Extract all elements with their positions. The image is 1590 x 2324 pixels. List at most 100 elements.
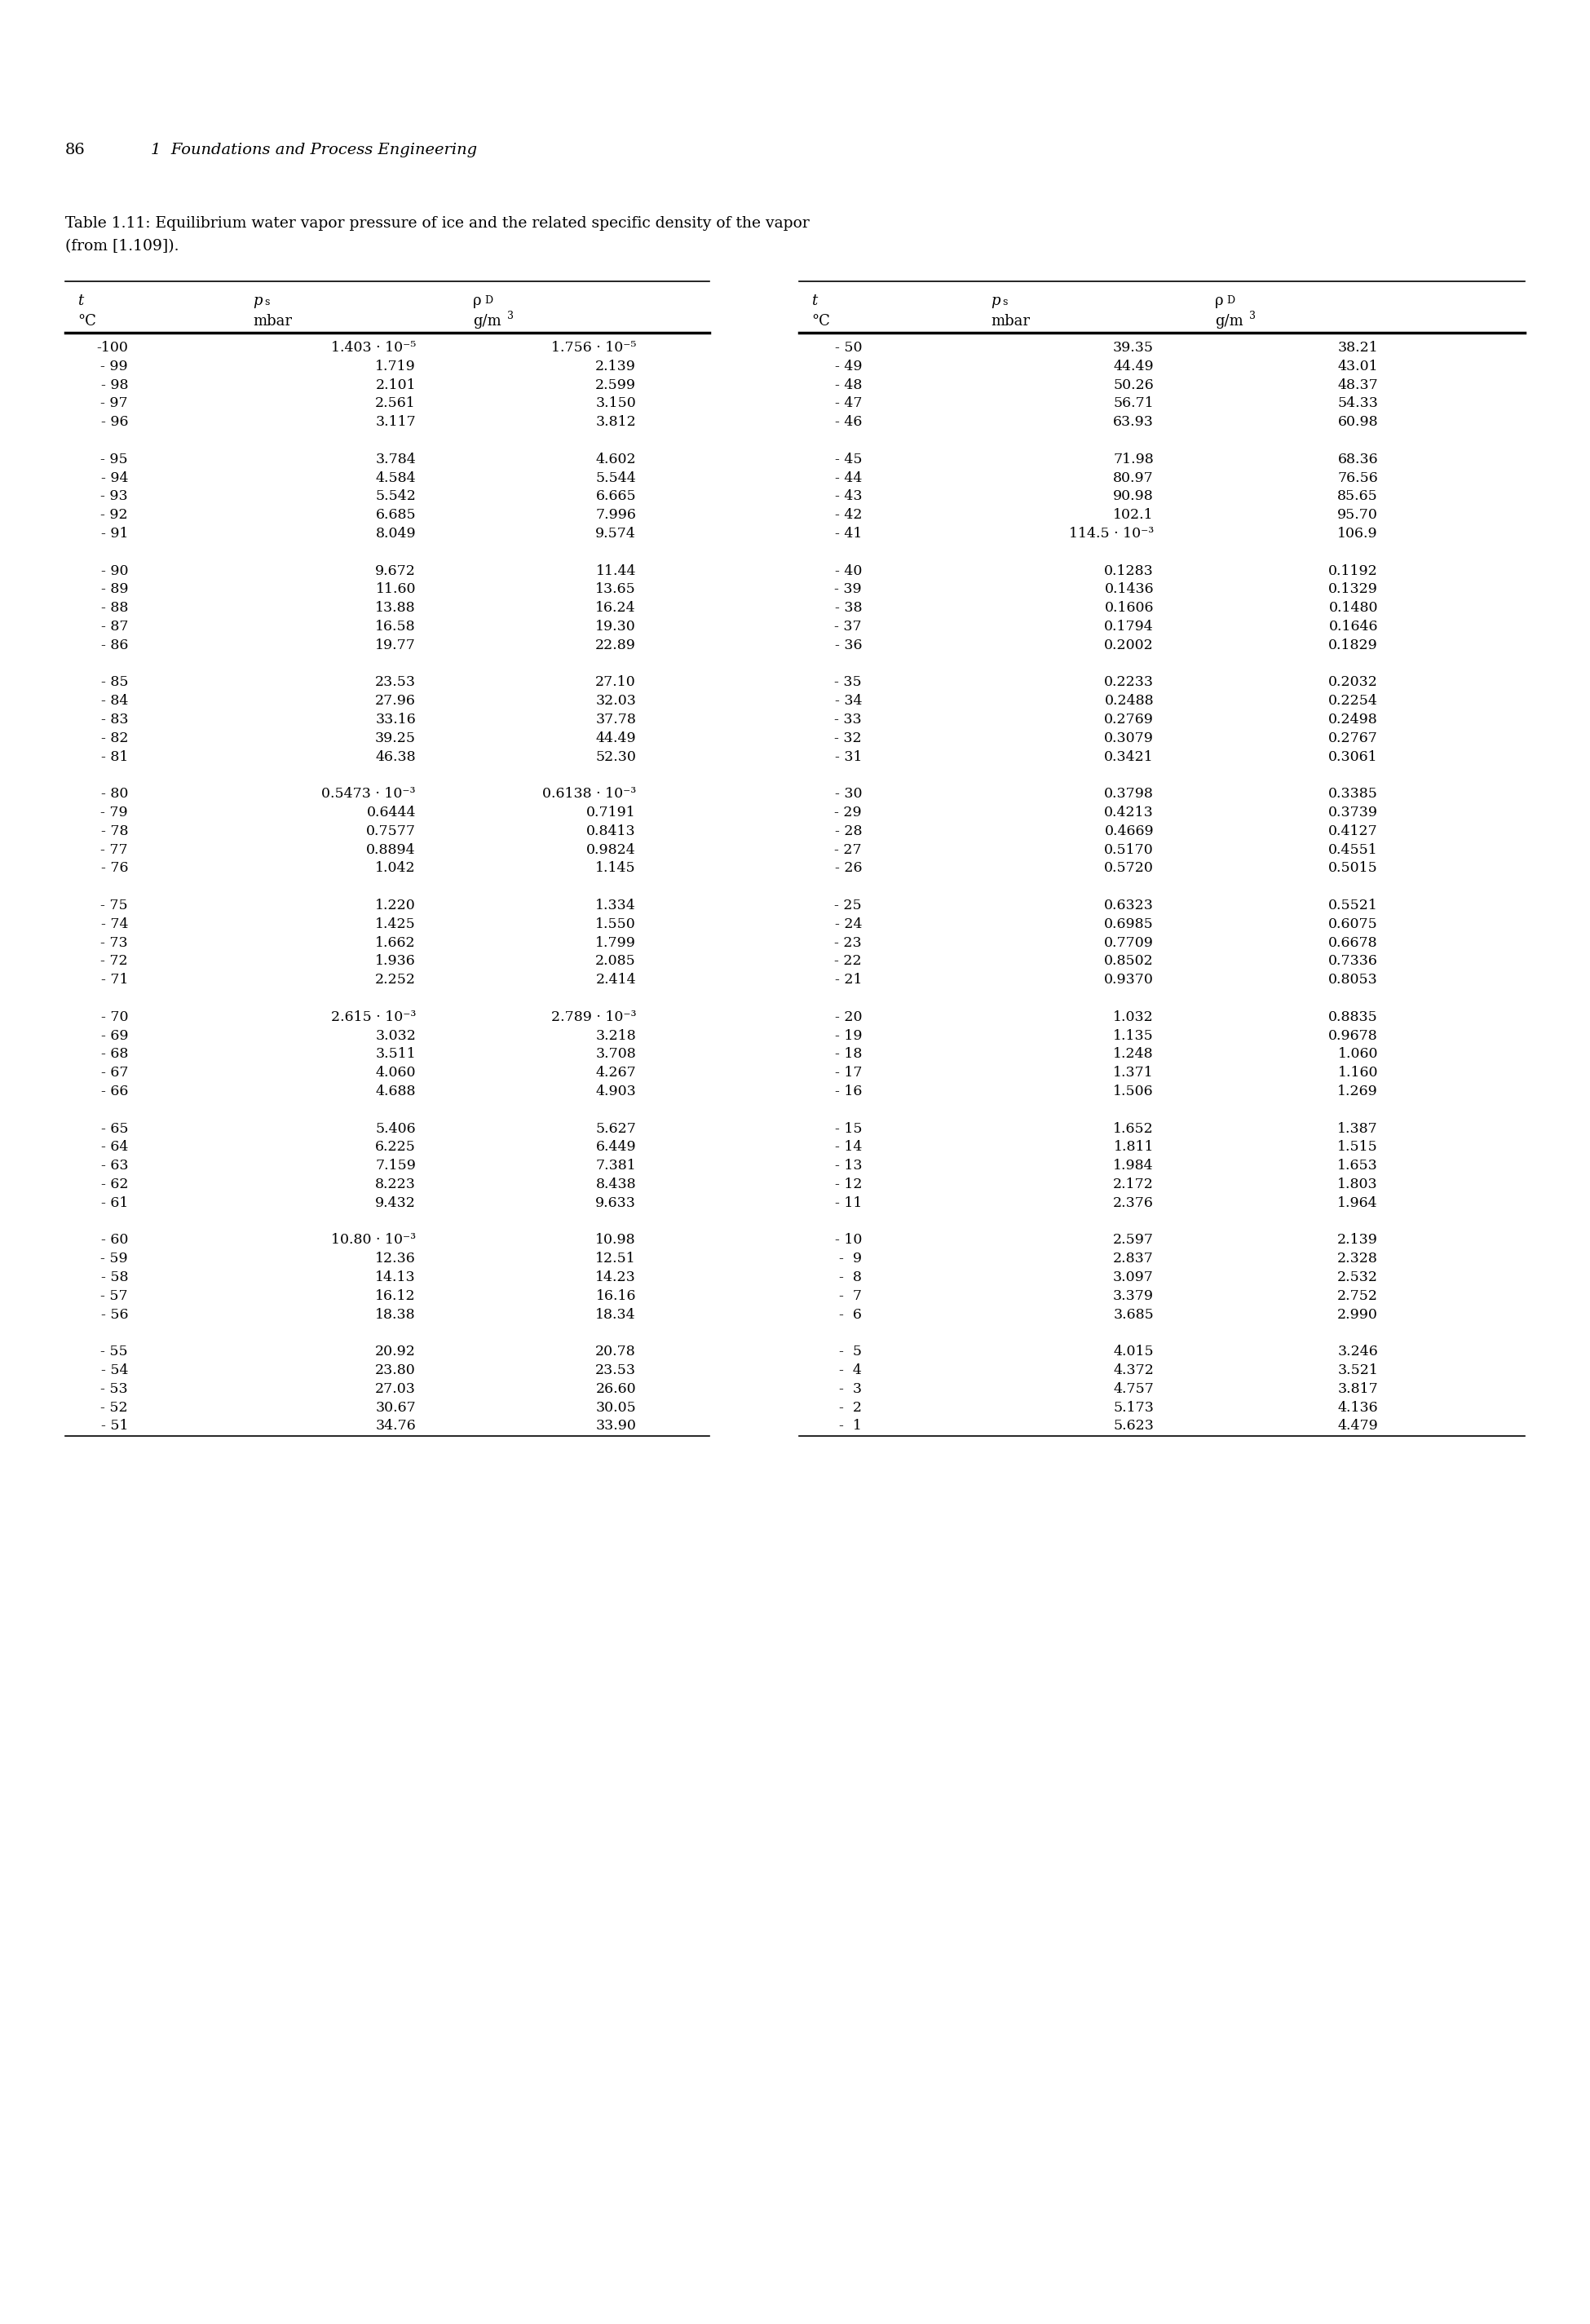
Text: - 77: - 77 (100, 844, 129, 858)
Text: - 60: - 60 (100, 1234, 129, 1248)
Text: 0.5015: 0.5015 (1329, 862, 1379, 876)
Text: - 27: - 27 (835, 844, 862, 858)
Text: - 30: - 30 (835, 788, 862, 802)
Text: - 50: - 50 (835, 342, 862, 356)
Text: - 93: - 93 (100, 490, 129, 504)
Text: 20.92: 20.92 (375, 1346, 417, 1360)
Text: 3.379: 3.379 (1113, 1290, 1154, 1304)
Text: - 64: - 64 (100, 1141, 129, 1155)
Text: 1.248: 1.248 (1113, 1048, 1154, 1062)
Text: 5.542: 5.542 (375, 490, 417, 504)
Text: 0.9370: 0.9370 (1103, 974, 1154, 988)
Text: (from [1.109]).: (from [1.109]). (65, 239, 180, 253)
Text: 90.98: 90.98 (1113, 490, 1154, 504)
Text: 1.506: 1.506 (1113, 1085, 1154, 1099)
Text: - 34: - 34 (835, 695, 862, 709)
Text: - 39: - 39 (835, 583, 862, 597)
Text: 6.665: 6.665 (596, 490, 636, 504)
Text: 52.30: 52.30 (595, 751, 636, 765)
Text: - 51: - 51 (100, 1420, 129, 1434)
Text: - 67: - 67 (100, 1067, 129, 1081)
Text: 86: 86 (65, 142, 86, 158)
Text: 33.90: 33.90 (595, 1420, 636, 1434)
Text: 0.6444: 0.6444 (367, 806, 417, 820)
Text: 2.376: 2.376 (1113, 1197, 1154, 1211)
Text: 0.1829: 0.1829 (1329, 639, 1379, 653)
Text: 4.479: 4.479 (1337, 1420, 1379, 1434)
Text: 11.60: 11.60 (375, 583, 417, 597)
Text: 2.752: 2.752 (1337, 1290, 1379, 1304)
Text: - 83: - 83 (100, 713, 129, 727)
Text: 30.05: 30.05 (595, 1401, 636, 1415)
Text: °C: °C (78, 314, 95, 328)
Text: 0.7577: 0.7577 (366, 825, 417, 839)
Text: - 10: - 10 (835, 1234, 862, 1248)
Text: 68.36: 68.36 (1337, 453, 1379, 467)
Text: 95.70: 95.70 (1337, 509, 1379, 523)
Text: -  5: - 5 (840, 1346, 862, 1360)
Text: 16.12: 16.12 (375, 1290, 417, 1304)
Text: 37.78: 37.78 (595, 713, 636, 727)
Text: 6.449: 6.449 (596, 1141, 636, 1155)
Text: 0.1329: 0.1329 (1328, 583, 1379, 597)
Text: 10.98: 10.98 (596, 1234, 636, 1248)
Text: 0.2032: 0.2032 (1328, 676, 1379, 690)
Text: - 45: - 45 (835, 453, 862, 467)
Text: -  4: - 4 (840, 1364, 862, 1378)
Text: - 59: - 59 (100, 1253, 129, 1267)
Text: 3.708: 3.708 (595, 1048, 636, 1062)
Text: - 92: - 92 (100, 509, 129, 523)
Text: 3: 3 (507, 311, 514, 321)
Text: 1.387: 1.387 (1337, 1122, 1379, 1136)
Text: t: t (78, 293, 83, 309)
Text: 1.984: 1.984 (1113, 1160, 1154, 1174)
Text: 4.584: 4.584 (375, 472, 417, 486)
Text: 2.101: 2.101 (375, 379, 417, 393)
Text: 3.218: 3.218 (595, 1030, 636, 1043)
Text: 3.150: 3.150 (595, 397, 636, 411)
Text: - 35: - 35 (835, 676, 862, 690)
Text: 2.328: 2.328 (1337, 1253, 1379, 1267)
Text: - 82: - 82 (100, 732, 129, 746)
Text: - 84: - 84 (100, 695, 129, 709)
Text: - 86: - 86 (100, 639, 129, 653)
Text: - 14: - 14 (835, 1141, 862, 1155)
Text: 3.685: 3.685 (1113, 1308, 1154, 1322)
Text: - 65: - 65 (100, 1122, 129, 1136)
Text: 2.990: 2.990 (1337, 1308, 1379, 1322)
Text: -  7: - 7 (840, 1290, 862, 1304)
Text: - 70: - 70 (100, 1011, 129, 1025)
Text: 8.049: 8.049 (375, 528, 417, 541)
Text: - 76: - 76 (100, 862, 129, 876)
Text: 12.36: 12.36 (375, 1253, 417, 1267)
Text: 32.03: 32.03 (595, 695, 636, 709)
Text: - 99: - 99 (100, 360, 129, 374)
Text: 1.269: 1.269 (1337, 1085, 1379, 1099)
Text: p: p (253, 293, 262, 309)
Text: 1.060: 1.060 (1337, 1048, 1379, 1062)
Text: -  3: - 3 (840, 1383, 862, 1397)
Text: mbar: mbar (991, 314, 1030, 328)
Text: 6.685: 6.685 (375, 509, 417, 523)
Text: 1.403 · 10⁻⁵: 1.403 · 10⁻⁵ (331, 342, 417, 356)
Text: - 74: - 74 (100, 918, 129, 932)
Text: 27.03: 27.03 (375, 1383, 417, 1397)
Text: 39.35: 39.35 (1113, 342, 1154, 356)
Text: 80.97: 80.97 (1113, 472, 1154, 486)
Text: 27.10: 27.10 (595, 676, 636, 690)
Text: 0.5720: 0.5720 (1103, 862, 1154, 876)
Text: 1.652: 1.652 (1113, 1122, 1154, 1136)
Text: - 89: - 89 (100, 583, 129, 597)
Text: - 90: - 90 (100, 565, 129, 579)
Text: 23.53: 23.53 (595, 1364, 636, 1378)
Text: - 18: - 18 (835, 1048, 862, 1062)
Text: 7.996: 7.996 (595, 509, 636, 523)
Text: 0.8502: 0.8502 (1103, 955, 1154, 969)
Text: 3.246: 3.246 (1337, 1346, 1379, 1360)
Text: 1.719: 1.719 (375, 360, 417, 374)
Text: - 94: - 94 (100, 472, 129, 486)
Text: ρ: ρ (1215, 293, 1223, 309)
Text: 0.3798: 0.3798 (1103, 788, 1154, 802)
Text: 3.511: 3.511 (375, 1048, 417, 1062)
Text: 9.432: 9.432 (375, 1197, 417, 1211)
